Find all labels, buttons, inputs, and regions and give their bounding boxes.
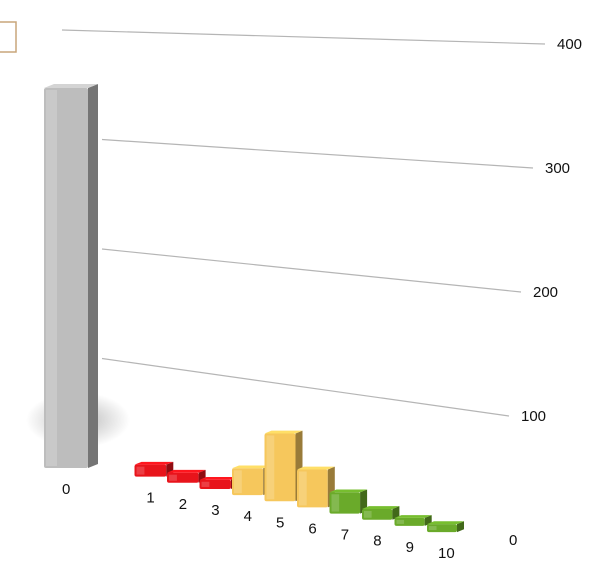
bar [134,461,174,477]
x-tick-label: 10 [438,545,455,562]
y-tick-label: 200 [533,284,558,301]
bar [232,465,271,496]
grid-line [101,138,534,169]
x-tick-label: 4 [244,508,252,525]
x-tick-label: 5 [276,514,284,531]
x-tick-label: 6 [308,520,316,537]
grid-line [101,357,510,417]
corner-box [0,21,17,53]
bar [362,506,400,520]
x-tick-label: 7 [341,527,349,544]
x-tick-label: 2 [179,496,187,513]
bar [329,489,368,514]
bar [394,515,432,526]
x-tick-label: 1 [146,490,154,507]
x-tick-label: 0 [62,481,70,498]
y-tick-label: 300 [545,160,570,177]
grid-line [61,29,546,45]
grid-line [101,248,522,293]
bar [297,466,335,508]
x-tick-label: 3 [211,502,219,519]
y-tick-label: 100 [521,408,546,425]
x-tick-label: 9 [406,539,414,556]
y-tick-label: 0 [509,532,517,549]
bar [44,84,98,468]
y-tick-label: 400 [557,36,582,53]
x-tick-label: 8 [373,533,381,550]
bar [427,521,464,533]
bar [264,430,303,502]
